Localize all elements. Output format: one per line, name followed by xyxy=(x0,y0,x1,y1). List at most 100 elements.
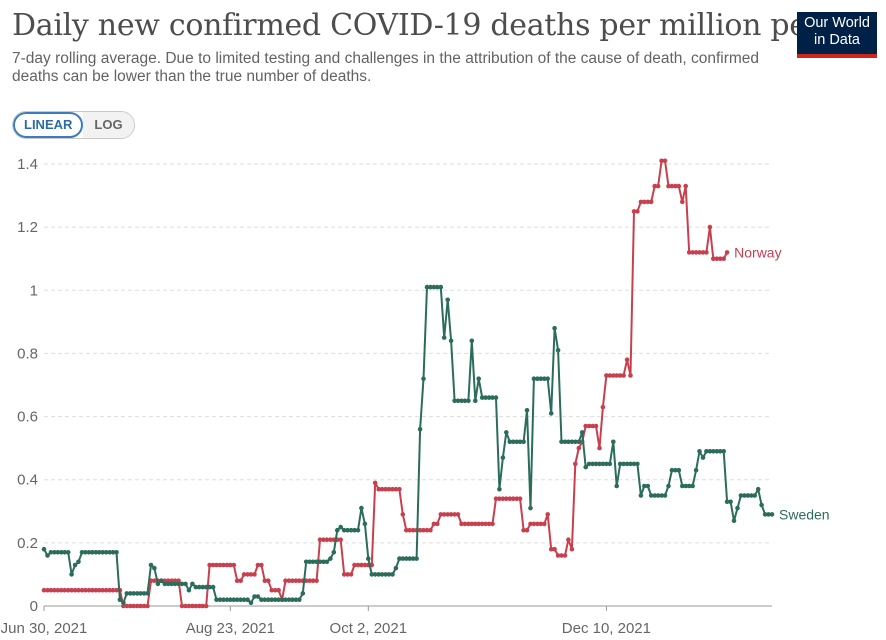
norway-point[interactable] xyxy=(500,496,506,502)
norway-point[interactable] xyxy=(721,256,726,262)
sweden-point[interactable] xyxy=(286,597,292,602)
sweden-point[interactable] xyxy=(359,505,364,511)
sweden-point[interactable] xyxy=(317,559,323,565)
sweden-point[interactable] xyxy=(110,550,116,555)
norway-point[interactable] xyxy=(176,578,181,583)
sweden-point[interactable] xyxy=(569,439,575,445)
sweden-point[interactable] xyxy=(766,512,771,517)
sweden-point[interactable] xyxy=(493,395,499,400)
norway-point[interactable] xyxy=(197,603,202,609)
sweden-point[interactable] xyxy=(683,483,688,489)
sweden-point[interactable] xyxy=(200,584,205,590)
sweden-point[interactable] xyxy=(604,461,609,467)
sweden-point[interactable] xyxy=(145,591,150,596)
norway-point[interactable] xyxy=(707,224,713,230)
norway-point[interactable] xyxy=(445,512,451,517)
norway-point[interactable] xyxy=(379,486,385,492)
sweden-point[interactable] xyxy=(165,581,171,587)
sweden-point[interactable] xyxy=(217,597,223,602)
norway-point[interactable] xyxy=(76,587,81,593)
norway-point[interactable] xyxy=(107,587,112,593)
sweden-point[interactable] xyxy=(234,597,240,602)
sweden-point[interactable] xyxy=(659,493,664,498)
norway-point[interactable] xyxy=(690,250,695,255)
sweden-point[interactable] xyxy=(752,493,757,498)
sweden-point[interactable] xyxy=(400,556,406,561)
norway-point[interactable] xyxy=(545,512,550,517)
norway-point[interactable] xyxy=(124,603,130,609)
norway-point[interactable] xyxy=(59,587,64,593)
norway-point[interactable] xyxy=(659,158,664,164)
norway-point[interactable] xyxy=(252,572,257,577)
norway-point[interactable] xyxy=(262,578,268,583)
sweden-point[interactable] xyxy=(455,398,461,404)
sweden-point[interactable] xyxy=(283,597,288,602)
sweden-point[interactable] xyxy=(573,439,578,445)
norway-point[interactable] xyxy=(490,521,495,527)
sweden-point[interactable] xyxy=(59,550,64,555)
norway-point[interactable] xyxy=(683,183,688,189)
norway-point[interactable] xyxy=(110,587,116,593)
sweden-point[interactable] xyxy=(83,550,88,555)
norway-point[interactable] xyxy=(186,603,192,609)
norway-point[interactable] xyxy=(90,587,95,593)
sweden-point[interactable] xyxy=(624,461,630,467)
norway-point[interactable] xyxy=(86,587,92,593)
sweden-point[interactable] xyxy=(593,461,599,467)
norway-point[interactable] xyxy=(597,445,602,451)
sweden-point[interactable] xyxy=(159,578,164,583)
sweden-point[interactable] xyxy=(248,600,254,606)
norway-point[interactable] xyxy=(293,578,299,583)
norway-point[interactable] xyxy=(614,373,619,378)
sweden-point[interactable] xyxy=(183,581,188,587)
sweden-point[interactable] xyxy=(300,591,306,596)
sweden-point[interactable] xyxy=(228,597,233,602)
norway-point[interactable] xyxy=(466,521,471,527)
sweden-point[interactable] xyxy=(321,559,326,565)
norway-point[interactable] xyxy=(638,199,644,205)
norway-point[interactable] xyxy=(676,183,682,189)
sweden-point[interactable] xyxy=(448,338,454,344)
sweden-point[interactable] xyxy=(704,449,709,454)
norway-point[interactable] xyxy=(417,527,423,533)
sweden-point[interactable] xyxy=(197,584,202,590)
norway-point[interactable] xyxy=(583,423,588,429)
norway-point[interactable] xyxy=(317,537,323,542)
log-scale-button[interactable]: LOG xyxy=(83,112,134,138)
norway-point[interactable] xyxy=(134,603,140,609)
sweden-point[interactable] xyxy=(417,426,423,432)
norway-point[interactable] xyxy=(259,562,264,568)
norway-point[interactable] xyxy=(455,512,461,517)
sweden-point[interactable] xyxy=(238,597,243,602)
norway-point[interactable] xyxy=(559,553,564,558)
norway-point[interactable] xyxy=(648,199,654,205)
sweden-point[interactable] xyxy=(224,597,230,602)
sweden-point[interactable] xyxy=(269,597,275,602)
sweden-point[interactable] xyxy=(65,550,71,555)
sweden-point[interactable] xyxy=(193,584,199,590)
sweden-point[interactable] xyxy=(479,395,485,400)
sweden-point[interactable] xyxy=(611,439,616,445)
sweden-point[interactable] xyxy=(386,572,392,577)
norway-point[interactable] xyxy=(704,250,709,255)
sweden-point[interactable] xyxy=(483,395,488,400)
norway-point[interactable] xyxy=(62,587,67,593)
sweden-point[interactable] xyxy=(335,527,340,533)
norway-point[interactable] xyxy=(307,578,313,583)
sweden-point[interactable] xyxy=(510,439,516,445)
sweden-point[interactable] xyxy=(352,527,357,533)
norway-point[interactable] xyxy=(297,578,302,583)
norway-point[interactable] xyxy=(617,373,623,378)
sweden-point[interactable] xyxy=(486,395,492,400)
sweden-point[interactable] xyxy=(507,439,513,445)
norway-point[interactable] xyxy=(462,521,468,527)
sweden-point[interactable] xyxy=(597,461,602,467)
norway-point[interactable] xyxy=(493,496,499,502)
sweden-point[interactable] xyxy=(96,550,102,555)
norway-point[interactable] xyxy=(548,546,554,552)
norway-point[interactable] xyxy=(290,578,295,583)
sweden-point[interactable] xyxy=(545,376,550,382)
norway-point[interactable] xyxy=(100,587,105,593)
sweden-point[interactable] xyxy=(255,594,261,599)
sweden-point[interactable] xyxy=(307,559,313,565)
